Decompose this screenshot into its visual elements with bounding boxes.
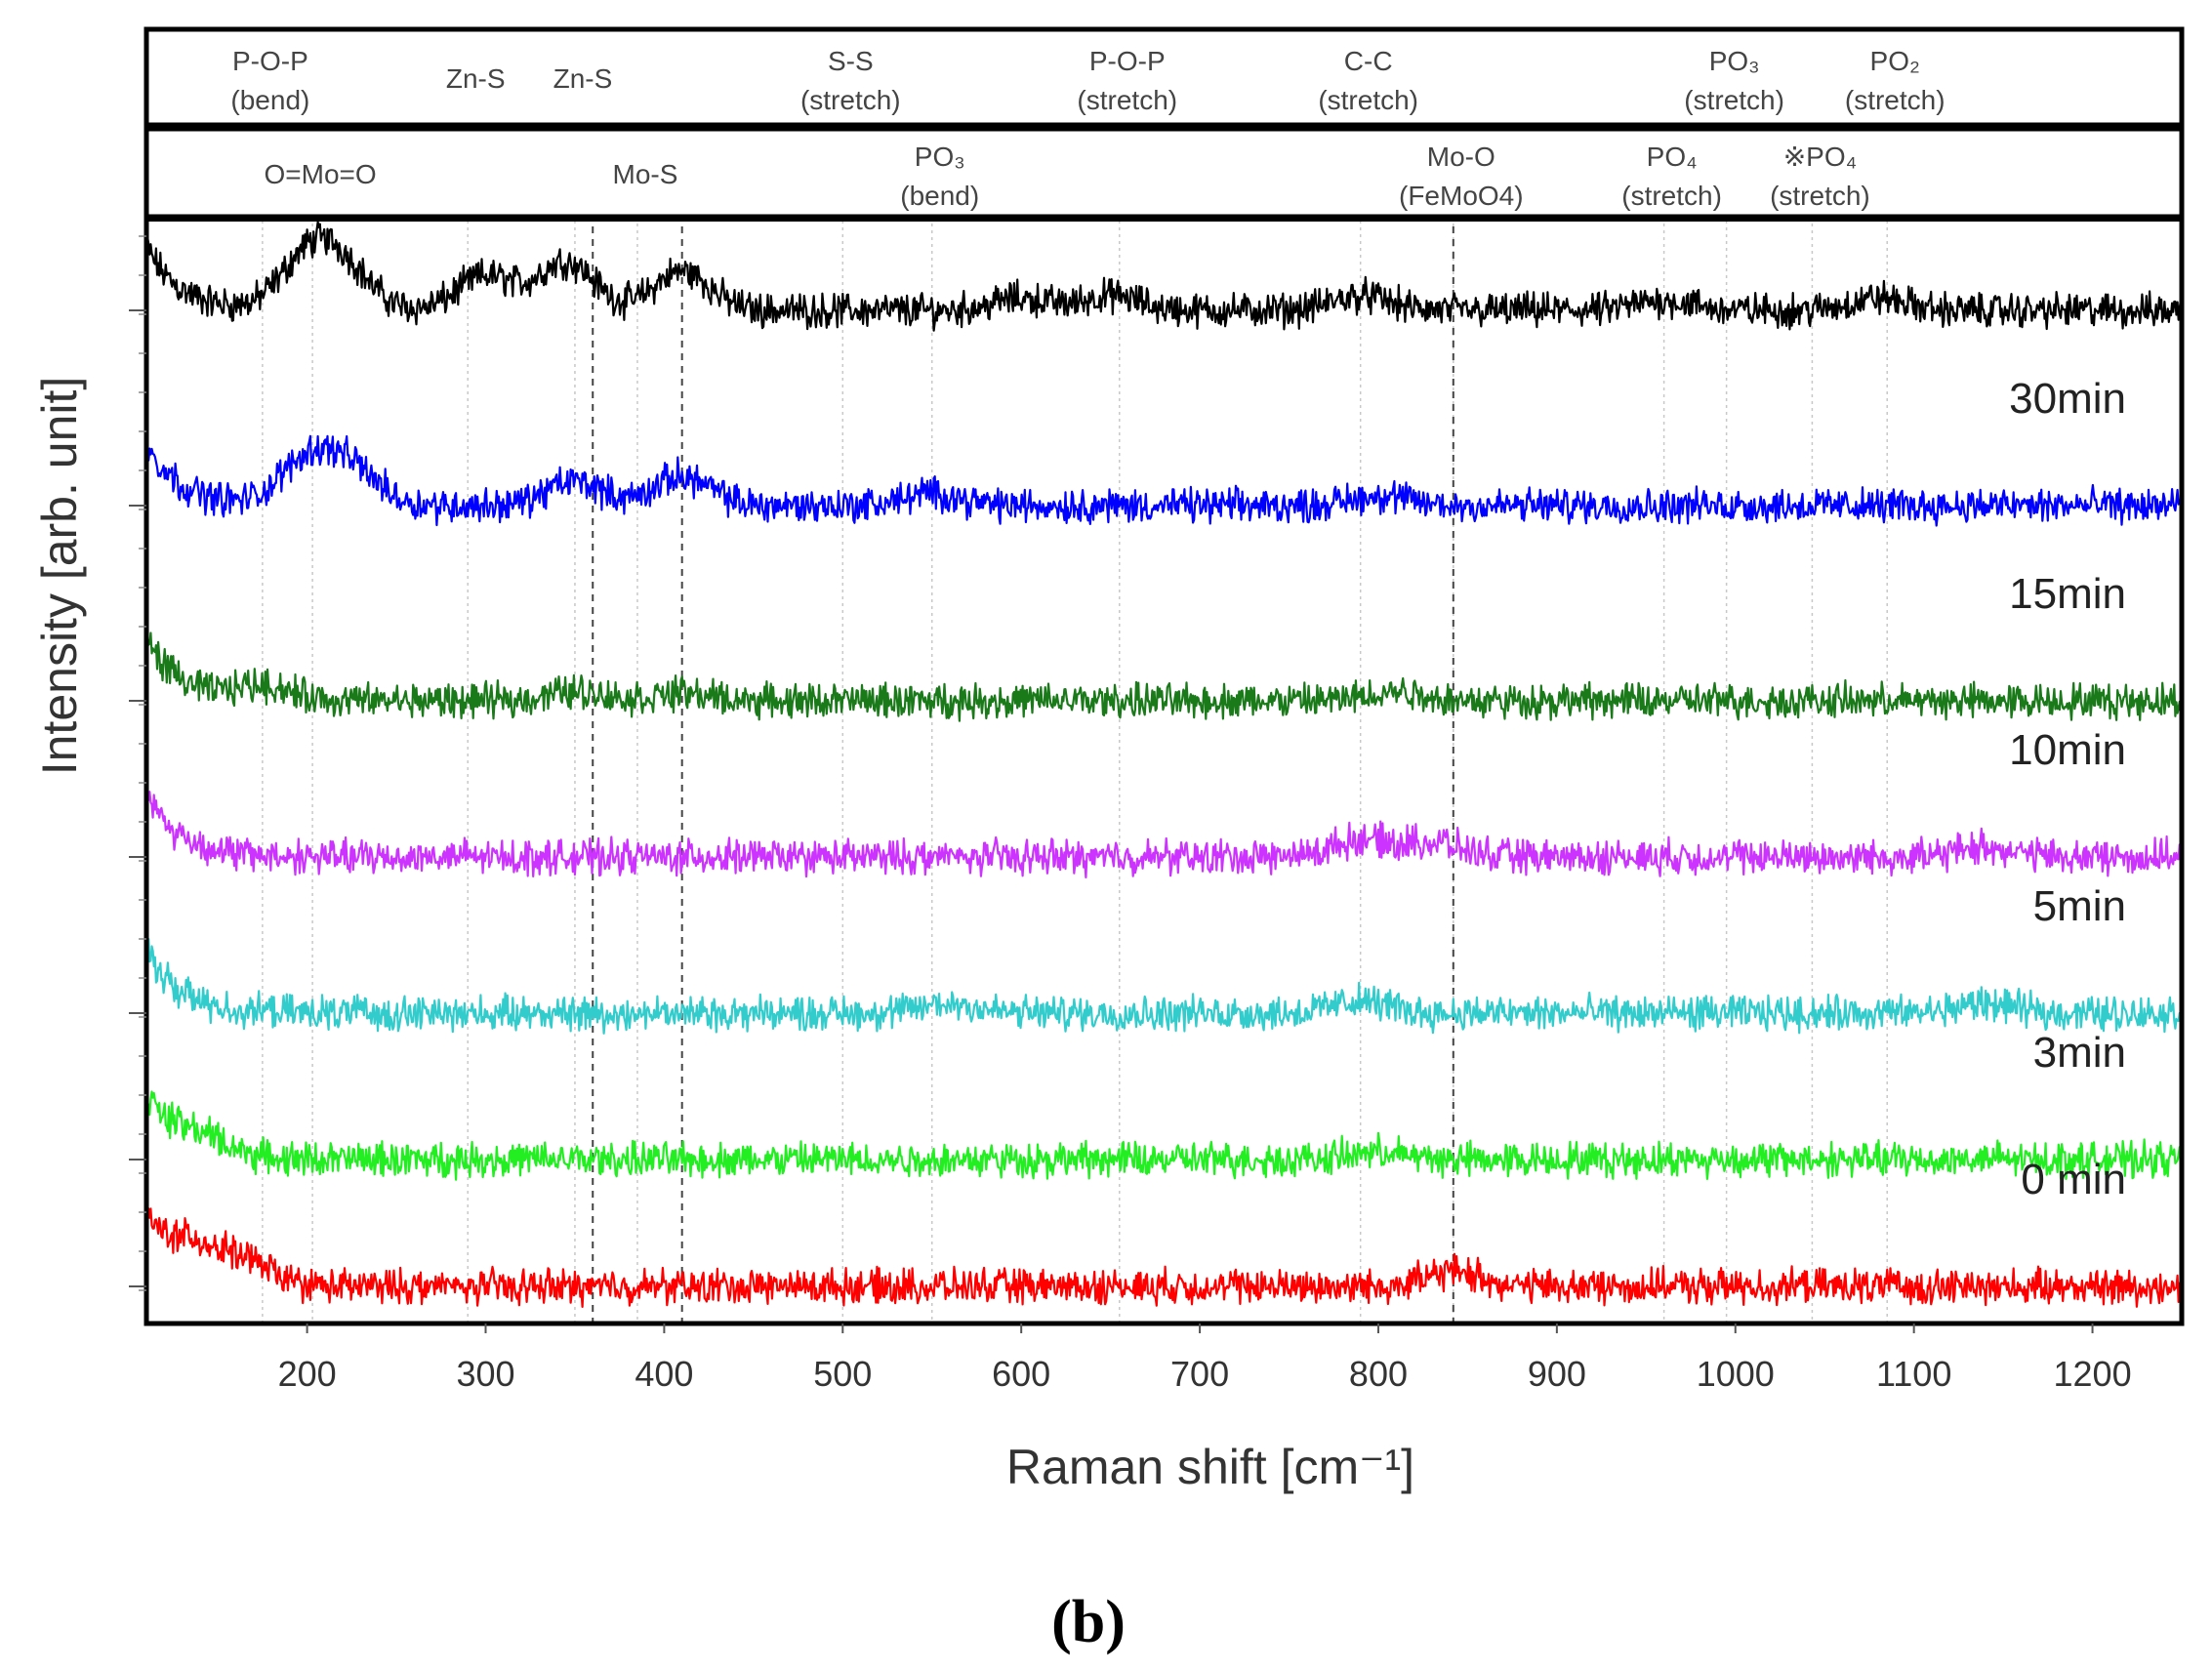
assignment-label: Zn-S [446,63,506,94]
series-line-3min [145,1090,2184,1181]
assignment-label: PO₂ [1870,46,1920,76]
series-label: 15min [2009,570,2126,618]
series-label: 30min [2009,375,2126,423]
assignment-label: S-S [828,46,874,76]
x-tick-label: 1100 [1876,1354,1951,1394]
panel-letter: (b) [1051,1589,1126,1655]
x-tick-label: 1000 [1697,1354,1775,1394]
assignment-label: ※PO₄ [1783,142,1857,172]
series-label: 5min [2033,882,2126,930]
assignment-row-2-box [143,126,2185,220]
x-axis-title: Raman shift [cm⁻¹] [1006,1440,1414,1494]
x-tick-label: 200 [278,1354,337,1394]
x-tick-label: 600 [992,1354,1050,1394]
series-line-0min [145,1207,2184,1308]
x-tick-label: 500 [813,1354,872,1394]
assignment-sublabel: (stretch) [1845,85,1946,115]
series-line-5min [145,938,2184,1035]
assignment-label: Mo-S [613,159,678,189]
assignment-label: P-O-P [1089,46,1166,76]
assignment-sublabel: (stretch) [800,85,901,115]
plot-frame [143,216,2185,1326]
series-line-10min [144,784,2183,878]
x-tick-label: 900 [1528,1354,1586,1394]
y-axis-title: Intensity [arb. unit] [32,377,87,776]
assignment-label: P-O-P [232,46,308,76]
assignment-sublabel: (stretch) [1621,181,1722,211]
assignment-sublabel: (stretch) [1770,181,1870,211]
series-line-30min [145,434,2184,527]
x-tick-label: 1200 [2054,1354,2132,1394]
axes: 200 300 400 500 600 700 800 900 1000 1100 1200 [129,216,2185,1394]
assignment-label: O=Mo=O [265,159,377,189]
series-label: 0 min [2021,1156,2126,1203]
assignment-label: C-C [1344,46,1393,76]
assignment-label: PO₄ [1647,142,1698,172]
assignment-row-1-box [143,26,2185,128]
series-line-15min [145,631,2184,722]
series-label: 10min [2009,726,2126,774]
assignment-label: PO₃ [915,142,965,172]
assignment-sublabel: (stretch) [1684,85,1784,115]
assignment-sublabel: (stretch) [1077,85,1177,115]
assignment-sublabel: (FeMoO4) [1399,181,1524,211]
assignment-sublabel: (bend) [230,85,309,115]
assignment-label: PO₃ [1709,46,1760,76]
x-tick-label: 800 [1349,1354,1408,1394]
assignment-label: Zn-S [553,63,613,94]
assignment-header: P-O-P (bend) Zn-S Zn-S S-S (stretch) P-O-P (str… [143,26,2185,222]
x-tick-label: 300 [456,1354,514,1394]
series-line-60min [144,221,2184,332]
x-tick-label: 400 [635,1354,693,1394]
assignment-guide-lines [262,125,1888,1324]
assignment-sublabel: (bend) [900,181,979,211]
x-tick-label: 700 [1170,1354,1229,1394]
series-label: 3min [2033,1029,2126,1077]
assignment-label: Mo-O [1427,142,1495,172]
assignment-sublabel: (stretch) [1318,85,1418,115]
